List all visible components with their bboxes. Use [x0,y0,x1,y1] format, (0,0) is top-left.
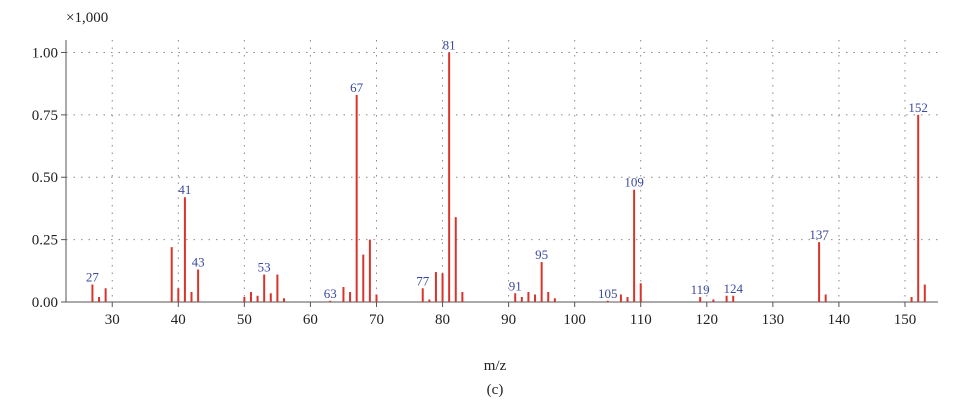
peak-label: 109 [624,175,644,190]
peak-label: 43 [192,255,205,270]
y-tick-label: 0.50 [32,170,58,186]
peak-label: 105 [598,286,618,301]
x-tick-label: 80 [435,312,450,328]
x-tick-label: 70 [369,312,384,328]
y-tick-label: 0.75 [32,108,58,124]
x-tick-label: 150 [894,312,917,328]
peaks [91,52,926,302]
x-axis-title: m/z [484,358,507,374]
x-tick-label: 140 [828,312,851,328]
peak-label: 119 [691,282,710,297]
peak-labels: 27 41 43 53 63 67 77 81 91 95 105 109 119 124 137 152 [86,37,928,300]
peak-label: 81 [443,37,456,52]
y-tick-label: 1.00 [32,45,58,61]
peak-label: 152 [908,100,928,115]
peak-label: 53 [258,260,271,275]
x-tick-label: 120 [696,312,719,328]
y-tick-label: 0.00 [32,295,58,311]
x-tick-label: 60 [303,312,318,328]
peak-label: 27 [86,270,100,285]
peak-label: 63 [324,286,337,301]
x-tick-label: 130 [762,312,785,328]
x-ticks: 30 40 50 60 70 80 90 100 110 120 130 140 150 [105,302,916,328]
x-tick-label: 50 [237,312,252,328]
peak-label: 41 [178,182,191,197]
grid-lines [66,40,938,302]
x-tick-label: 30 [105,312,120,328]
peak-label: 77 [416,273,430,288]
y-tick-label: 0.25 [32,233,58,249]
x-tick-label: 40 [171,312,186,328]
x-tick-label: 90 [501,312,516,328]
peak-label: 67 [350,80,364,95]
x-tick-label: 100 [563,312,586,328]
y-ticks: 0.00 0.25 0.50 0.75 1.00 [32,45,66,311]
peak-label: 91 [509,278,522,293]
scale-label: ×1,000 [66,10,108,26]
peak-label: 95 [535,247,548,262]
peak-label: 124 [723,281,743,296]
peak-label: 137 [809,227,829,242]
figure-caption: (c) [487,382,504,398]
x-tick-label: 110 [630,312,652,328]
